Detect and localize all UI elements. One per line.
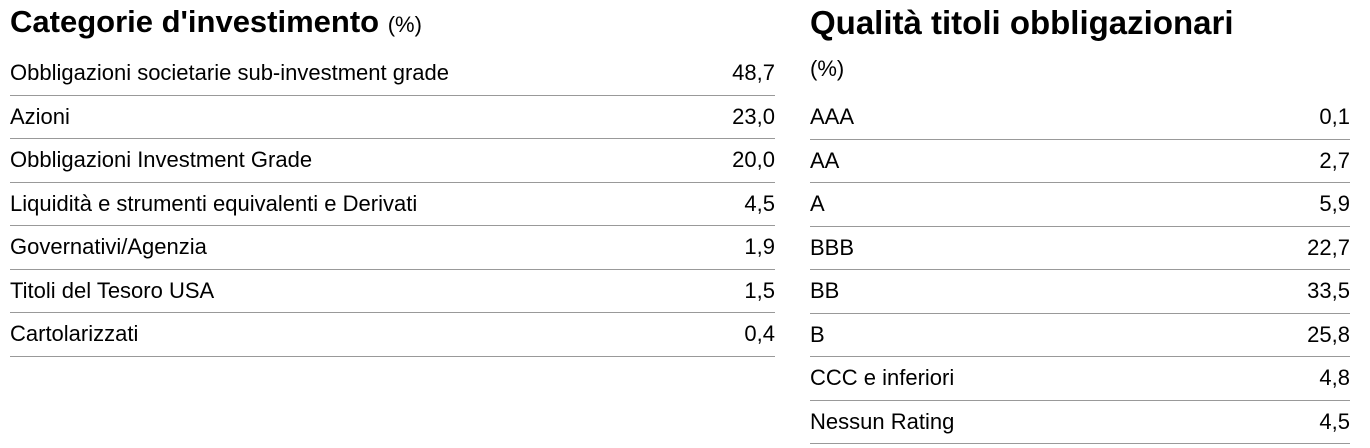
row-value: 0,4 [744, 321, 775, 347]
row-label: BBB [810, 234, 855, 260]
row-label: Azioni [10, 103, 70, 129]
table-row: B 25,8 [810, 314, 1350, 357]
table-row: Governativi/Agenzia 1,9 [10, 226, 775, 270]
row-value: 4,5 [744, 190, 775, 216]
row-label: Liquidità e strumenti equivalenti e Deri… [10, 190, 418, 216]
row-label: Obbligazioni Investment Grade [10, 147, 313, 173]
row-value: 0,1 [1319, 104, 1350, 130]
right-unit: (%) [810, 56, 845, 81]
row-value: 5,9 [1319, 191, 1350, 217]
row-label: CCC e inferiori [810, 365, 955, 391]
row-value: 22,7 [1307, 234, 1350, 260]
left-unit: (%) [387, 12, 422, 37]
row-value: 4,8 [1319, 365, 1350, 391]
row-value: 1,5 [744, 277, 775, 303]
row-label: BB [810, 278, 840, 304]
table-row: AAA 0,1 [810, 96, 1350, 140]
table-row: Titoli del Tesoro USA 1,5 [10, 270, 775, 313]
left-title-block: Categorie d'investimento (%) [10, 4, 422, 40]
row-label: Nessun Rating [810, 408, 955, 434]
row-value: 23,0 [732, 103, 775, 129]
table-row: AA 2,7 [810, 140, 1350, 183]
row-value: 2,7 [1319, 147, 1350, 173]
row-label: B [810, 321, 825, 347]
table-row: A 5,9 [810, 183, 1350, 227]
table-row: Nessun Rating 4,5 [810, 401, 1350, 444]
left-table: Obbligazioni societarie sub-investment g… [10, 52, 775, 357]
table-row: BB 33,5 [810, 270, 1350, 314]
table-row: BBB 22,7 [810, 227, 1350, 270]
row-label: Cartolarizzati [10, 321, 139, 347]
table-row: Azioni 23,0 [10, 96, 775, 139]
table-row: Liquidità e strumenti equivalenti e Deri… [10, 183, 775, 226]
left-title: Categorie d'investimento [10, 4, 380, 39]
table-row: Cartolarizzati 0,4 [10, 313, 775, 357]
row-label: A [810, 191, 825, 217]
table-row: Obbligazioni Investment Grade 20,0 [10, 139, 775, 183]
row-label: Titoli del Tesoro USA [10, 277, 215, 303]
row-label: Obbligazioni societarie sub-investment g… [10, 60, 450, 86]
table-row: CCC e inferiori 4,8 [810, 357, 1350, 401]
right-title: Qualità titoli obbligazionari [810, 4, 1234, 41]
row-value: 48,7 [732, 60, 775, 86]
row-label: AAA [810, 104, 855, 130]
right-table: AAA 0,1 AA 2,7 A 5,9 BBB 22,7 BB 33,5 B 25,8 CCC e i… [810, 96, 1350, 444]
row-label: AA [810, 147, 840, 173]
table-row: Obbligazioni societarie sub-investment g… [10, 52, 775, 96]
row-value: 4,5 [1319, 408, 1350, 434]
row-label: Governativi/Agenzia [10, 234, 207, 260]
row-value: 20,0 [732, 147, 775, 173]
row-value: 25,8 [1307, 321, 1350, 347]
row-value: 33,5 [1307, 278, 1350, 304]
row-value: 1,9 [744, 234, 775, 260]
